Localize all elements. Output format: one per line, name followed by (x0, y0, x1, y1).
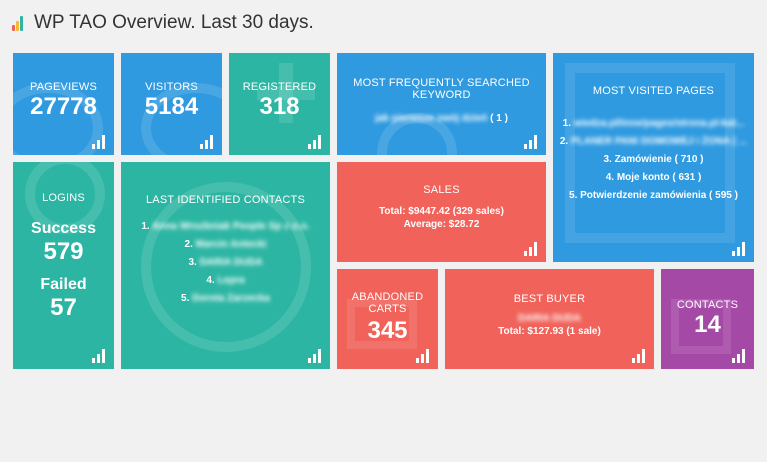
keyword-count: ( 1 ) (490, 113, 508, 124)
keyword-text[interactable]: jak pierwsze swój dzień (375, 113, 488, 124)
stats-icon[interactable] (524, 135, 540, 149)
stats-icon[interactable] (92, 135, 108, 149)
list-item[interactable]: 5. Potwierdzenie zamówienia ( 595 ) (569, 190, 738, 201)
keyword-label: MOST FREQUENTLY SEARCHED (353, 77, 530, 89)
searched-keyword-tile[interactable]: MOST FREQUENTLY SEARCHED KEYWORD jak pie… (337, 53, 546, 155)
last-identified-contacts-tile[interactable]: LAST IDENTIFIED CONTACTS 1. Anna Wrozbni… (121, 162, 330, 369)
abandoned-label: ABANDONED (351, 291, 424, 303)
failed-label: Failed (40, 276, 87, 293)
logins-tile[interactable]: LOGINS Success 579 Failed 57 (13, 162, 114, 369)
registered-tile[interactable]: REGISTERED 318 (229, 53, 330, 155)
list-item[interactable]: 2. Marcin Antecki (184, 239, 267, 250)
pages-list: 1. wiedza.pl/inne/pages/strona.pl-kat...… (553, 115, 754, 205)
stats-icon[interactable] (200, 135, 216, 149)
list-item[interactable]: 3. Zamówienie ( 710 ) (603, 154, 704, 165)
contact-card-watermark-icon (671, 299, 731, 354)
stats-icon[interactable] (732, 349, 748, 363)
eye-watermark-icon (141, 83, 222, 155)
list-watermark-icon (565, 63, 735, 243)
stats-icon[interactable] (632, 349, 648, 363)
keyword-label-line2: KEYWORD (412, 89, 471, 101)
most-visited-pages-tile[interactable]: MOST VISITED PAGES 1. wiedza.pl/inne/pag… (553, 53, 754, 262)
eye-watermark-icon (13, 83, 103, 155)
keyword-row: jak pierwsze swój dzień ( 1 ) (337, 113, 546, 124)
page-header: WP TAO Overview. Last 30 days. (12, 10, 314, 36)
success-label: Success (31, 220, 96, 237)
contacts-value: 14 (694, 311, 721, 338)
info-watermark-icon (141, 182, 311, 352)
cart-watermark-icon (347, 299, 417, 349)
plus-watermark-bar (257, 86, 315, 100)
sales-average: Average: $28.72 (403, 219, 480, 230)
sales-total: Total: $9447.42 (329 sales) (379, 206, 504, 217)
best-buyer-label: BEST BUYER (513, 293, 586, 305)
visitors-tile[interactable]: VISITORS 5184 (121, 53, 222, 155)
contacts-tile[interactable]: CONTACTS 14 (661, 269, 754, 369)
list-item[interactable]: 5. Dorota Zarzecka (181, 293, 270, 304)
contacts-label: CONTACTS (676, 299, 739, 311)
list-item[interactable]: 4. Lepra (206, 275, 245, 286)
best-buyer-tile[interactable]: BEST BUYER DARIA DUDA Total: $127.93 (1 … (445, 269, 654, 369)
abandoned-value: 345 (367, 317, 408, 344)
list-item[interactable]: 1. wiedza.pl/inne/pages/strona.pl-kat... (562, 118, 745, 129)
stats-icon[interactable] (416, 349, 432, 363)
best-buyer-total: Total: $127.93 (1 sale) (498, 326, 601, 337)
user-watermark-icon (25, 162, 105, 234)
list-item[interactable]: 4. Moje konto ( 631 ) (605, 172, 702, 183)
contacts-list: 1. Anna Wrozbniak People Sp z o.o. 2. Ma… (121, 218, 330, 308)
stats-icon[interactable] (92, 349, 108, 363)
failed-value: 57 (50, 294, 77, 321)
stats-icon[interactable] (308, 135, 324, 149)
abandoned-carts-tile[interactable]: ABANDONED CARTS 345 (337, 269, 438, 369)
page-title: WP TAO Overview. Last 30 days. (34, 12, 314, 33)
contacts-list-label: LAST IDENTIFIED CONTACTS (145, 194, 306, 206)
list-item[interactable]: 1. Anna Wrozbniak People Sp z o.o. (141, 221, 310, 232)
sales-label: SALES (423, 184, 460, 196)
logins-label: LOGINS (42, 192, 85, 204)
bar-chart-logo-icon (12, 15, 28, 31)
abandoned-label-line2: CARTS (368, 303, 407, 315)
sales-tile[interactable]: SALES Total: $9447.42 (329 sales) Averag… (337, 162, 546, 262)
registered-label: REGISTERED (242, 81, 317, 93)
stats-icon[interactable] (524, 242, 540, 256)
list-item[interactable]: 3. DARIA DUDA (188, 257, 263, 268)
stats-icon[interactable] (308, 349, 324, 363)
pageviews-tile[interactable]: PAGEVIEWS 27778 (13, 53, 114, 155)
search-watermark-icon (377, 113, 457, 155)
plus-watermark-icon (279, 63, 293, 123)
best-buyer-name[interactable]: DARIA DUDA (518, 313, 581, 324)
list-item[interactable]: 2. PLANER PANI DOMOWEJ i ŻONA ( ... (559, 136, 748, 147)
stats-icon[interactable] (732, 242, 748, 256)
pages-label: MOST VISITED PAGES (592, 85, 715, 97)
success-value: 579 (43, 238, 84, 265)
registered-value: 318 (259, 93, 300, 120)
